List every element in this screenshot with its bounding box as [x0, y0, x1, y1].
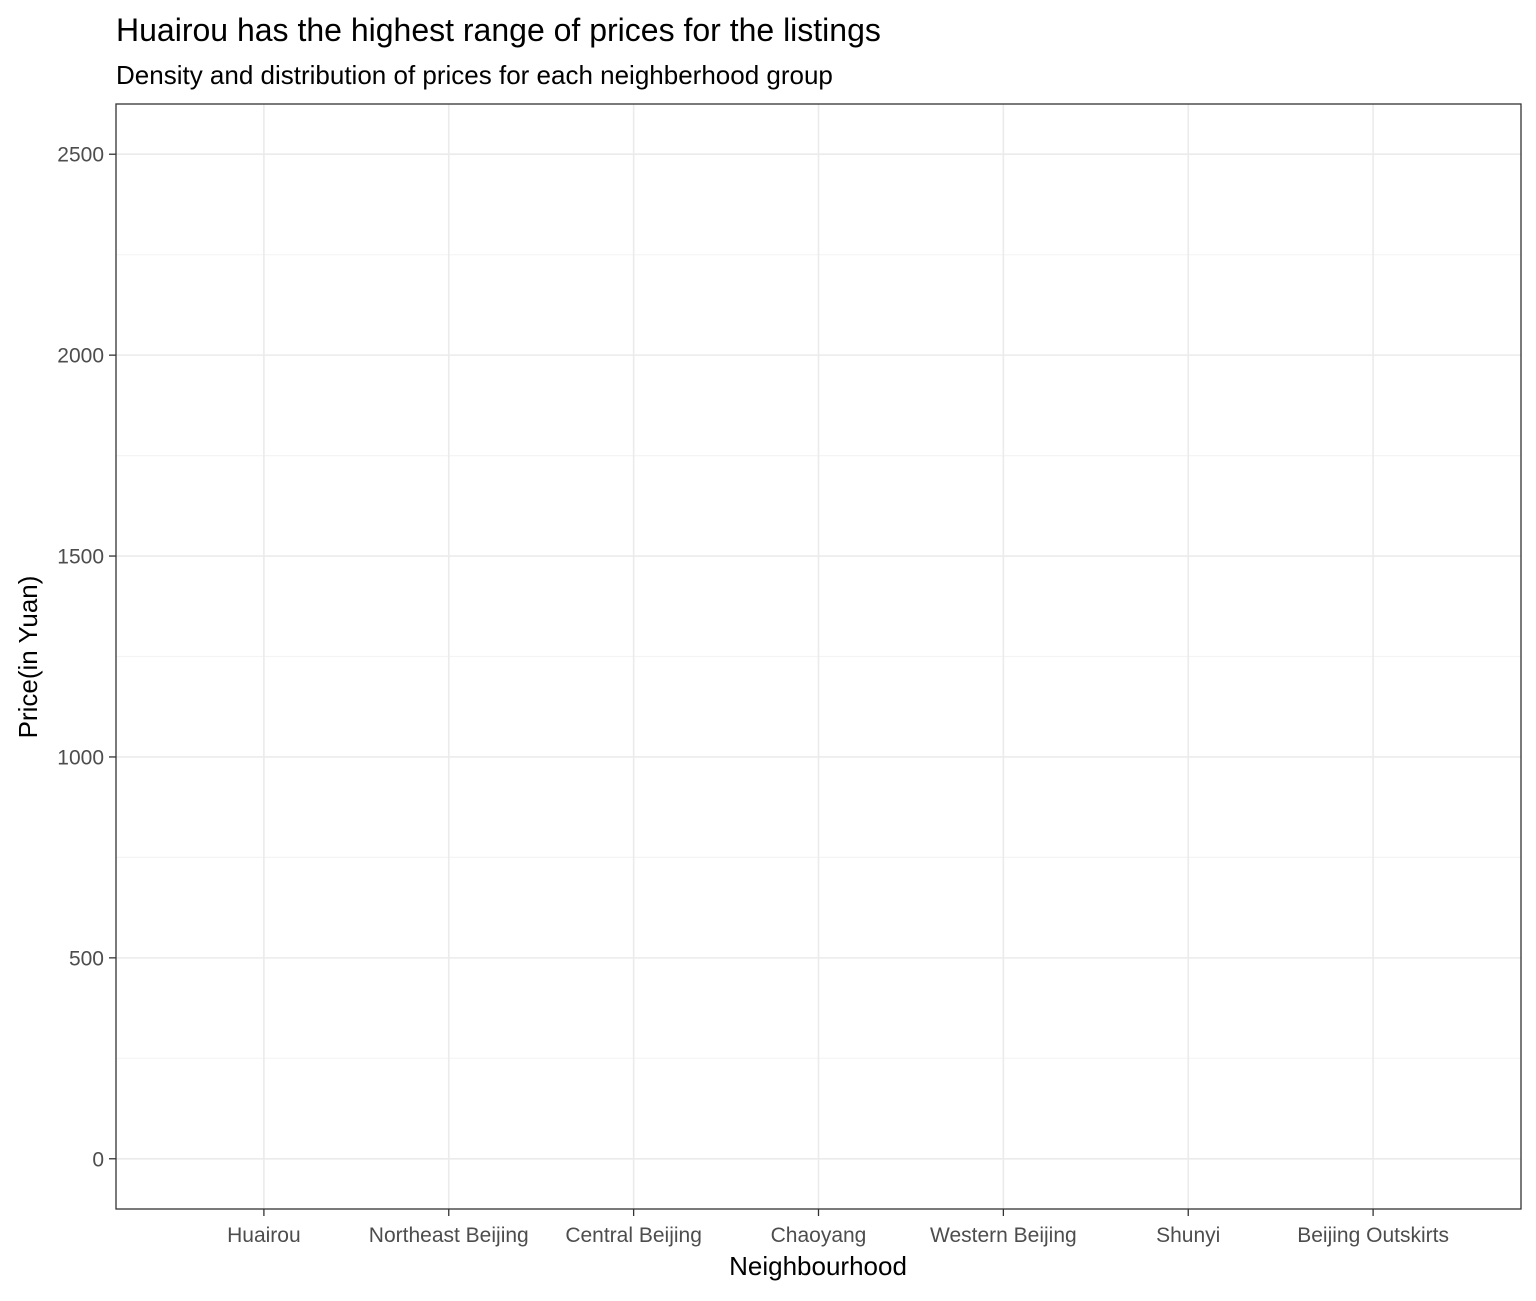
y-tick-label: 2500 [57, 144, 104, 167]
y-tick-label: 2000 [57, 345, 104, 368]
x-axis-tick-labels: Huairou Northeast Beijing Central Beijing C… [227, 1224, 1449, 1247]
y-axis-tick-labels: 0 500 1000 1500 2000 2500 [57, 144, 104, 1172]
x-tick-label: Central Beijing [565, 1224, 702, 1247]
axis-ticks [109, 153, 1374, 1216]
x-tick-label: Northeast Beijing [369, 1224, 529, 1247]
x-tick-label: Chaoyang [771, 1224, 867, 1247]
y-tick-label: 1000 [57, 746, 104, 769]
chart-subtitle: Density and distribution of prices for e… [116, 60, 833, 90]
x-tick-label: Shunyi [1156, 1224, 1220, 1247]
x-axis-title: Neighbourhood [729, 1251, 907, 1281]
grid-layer [116, 104, 1521, 1209]
x-tick-label: Huairou [227, 1224, 301, 1247]
chart-title: Huairou has the highest range of prices … [116, 12, 881, 48]
y-tick-label: 500 [69, 947, 104, 970]
y-tick-label: 0 [92, 1148, 104, 1171]
x-tick-label: Western Beijing [930, 1224, 1077, 1247]
y-tick-label: 1500 [57, 546, 104, 569]
x-tick-label: Beijing Outskirts [1297, 1224, 1449, 1247]
y-axis-title: Price(in Yuan) [13, 576, 43, 739]
